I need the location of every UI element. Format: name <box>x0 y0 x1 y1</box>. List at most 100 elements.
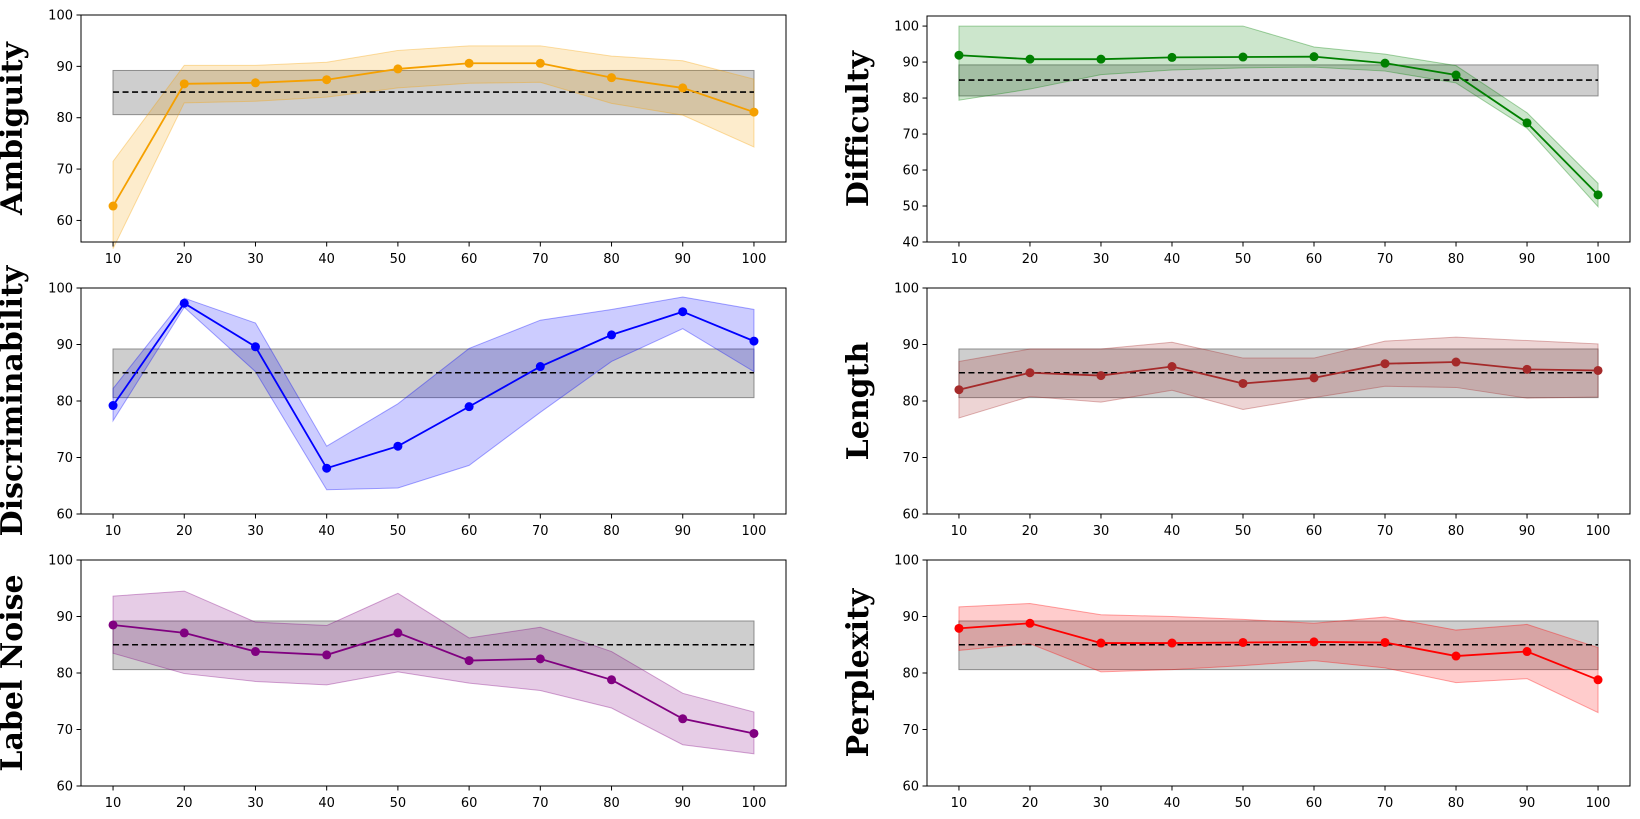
x-tick-label: 10 <box>105 524 122 539</box>
data-point <box>1025 54 1035 64</box>
data-point <box>108 201 118 211</box>
data-point <box>322 650 332 660</box>
data-point <box>1451 357 1461 367</box>
x-tick-label: 90 <box>1519 524 1536 539</box>
y-tick-label: 100 <box>894 20 919 35</box>
data-point <box>954 385 964 395</box>
x-tick-label: 70 <box>1377 252 1394 267</box>
x-tick-label: 30 <box>247 524 264 539</box>
data-point <box>179 298 189 308</box>
data-point <box>1593 190 1603 200</box>
data-point <box>1309 637 1319 647</box>
data-point <box>108 401 118 411</box>
y-tick-label: 70 <box>56 451 73 466</box>
y-tick-label: 100 <box>48 554 73 569</box>
plot-frame <box>80 14 787 243</box>
x-tick-label: 80 <box>603 796 620 811</box>
data-point <box>322 463 332 473</box>
y-tick-label: 60 <box>902 780 919 795</box>
chart-panel-perplexity: 10 20 30 40 50 60 70 80 90 100 60 70 80 90 100 Perplexi… <box>841 554 1631 811</box>
y-tick-label: 70 <box>56 723 73 738</box>
y-tick-label: 100 <box>894 554 919 569</box>
y-tick-label: 70 <box>56 163 73 178</box>
x-tick-label: 20 <box>1022 524 1039 539</box>
y-tick-label: 100 <box>48 282 73 297</box>
confidence-band <box>112 296 755 491</box>
data-point <box>1380 58 1390 68</box>
chart-panel-discriminability: 10 20 30 40 50 60 70 80 90 100 60 70 80 90 100 Discrimi… <box>0 264 787 539</box>
data-point <box>1380 637 1390 647</box>
x-tick-label: 30 <box>1093 524 1110 539</box>
confidence-band <box>112 590 755 755</box>
y-tick-label: 70 <box>902 451 919 466</box>
chart-panel-length: 10 20 30 40 50 60 70 80 90 100 60 70 80 90 100 Length <box>841 282 1631 539</box>
data-point <box>250 342 260 352</box>
y-tick-label: 70 <box>902 723 919 738</box>
data-point <box>1309 52 1319 62</box>
y-tick-label: 70 <box>902 128 919 143</box>
x-tick-label: 40 <box>318 796 335 811</box>
x-tick-label: 30 <box>1093 252 1110 267</box>
data-point <box>1238 52 1248 62</box>
x-tick-label: 40 <box>1164 252 1181 267</box>
y-tick-label: 80 <box>56 395 73 410</box>
x-tick-label: 100 <box>1586 524 1611 539</box>
x-tick-label: 60 <box>1306 524 1323 539</box>
data-point <box>954 50 964 60</box>
x-tick-label: 80 <box>603 524 620 539</box>
series-line <box>112 302 755 470</box>
data-point <box>1593 365 1603 375</box>
data-point <box>393 64 403 74</box>
data-point <box>1522 647 1532 657</box>
x-tick-label: 80 <box>1448 252 1465 267</box>
y-tick-label: 60 <box>902 508 919 523</box>
chart-panel-ambiguity: 10 20 30 40 50 60 70 80 90 100 60 70 80 90 100 Ambiguit… <box>0 9 787 267</box>
y-axis-label: Perplexity <box>841 587 876 757</box>
confidence-band <box>958 25 1599 209</box>
data-point <box>1522 364 1532 374</box>
data-point <box>1380 359 1390 369</box>
x-tick-label: 100 <box>742 524 767 539</box>
x-tick-label: 40 <box>318 252 335 267</box>
data-point <box>393 628 403 638</box>
data-point <box>607 330 617 340</box>
data-point <box>678 714 688 724</box>
x-tick-label: 80 <box>603 252 620 267</box>
data-point <box>607 73 617 83</box>
plot-frame <box>926 15 1631 243</box>
x-tick-label: 10 <box>951 796 968 811</box>
data-point <box>179 79 189 89</box>
x-tick-label: 100 <box>1586 252 1611 267</box>
x-tick-label: 30 <box>1093 796 1110 811</box>
data-point <box>749 336 759 346</box>
x-tick-label: 30 <box>247 796 264 811</box>
data-point <box>108 620 118 630</box>
chart-panel-label-noise: 10 20 30 40 50 60 70 80 90 100 60 70 80 90 100 Label No… <box>0 554 787 811</box>
data-point <box>1096 638 1106 648</box>
x-tick-label: 100 <box>742 252 767 267</box>
confidence-band <box>958 603 1599 714</box>
x-tick-label: 60 <box>461 252 478 267</box>
data-point <box>1451 70 1461 80</box>
y-axis-label: Length <box>841 341 876 460</box>
x-tick-label: 50 <box>390 252 407 267</box>
x-tick-label: 90 <box>1519 252 1536 267</box>
series-line <box>958 622 1599 681</box>
data-point <box>678 307 688 317</box>
data-point <box>1309 373 1319 383</box>
y-axis-label: Discriminability <box>0 264 30 536</box>
data-point <box>322 75 332 85</box>
data-point <box>250 647 260 657</box>
series-line <box>112 624 755 735</box>
x-tick-label: 90 <box>674 252 691 267</box>
data-point <box>1238 378 1248 388</box>
data-point <box>464 656 474 666</box>
y-tick-label: 90 <box>56 60 73 75</box>
data-point <box>749 728 759 738</box>
data-point <box>1167 52 1177 62</box>
x-tick-label: 10 <box>105 796 122 811</box>
data-point <box>678 83 688 93</box>
data-point <box>1238 637 1248 647</box>
x-tick-label: 20 <box>176 252 193 267</box>
